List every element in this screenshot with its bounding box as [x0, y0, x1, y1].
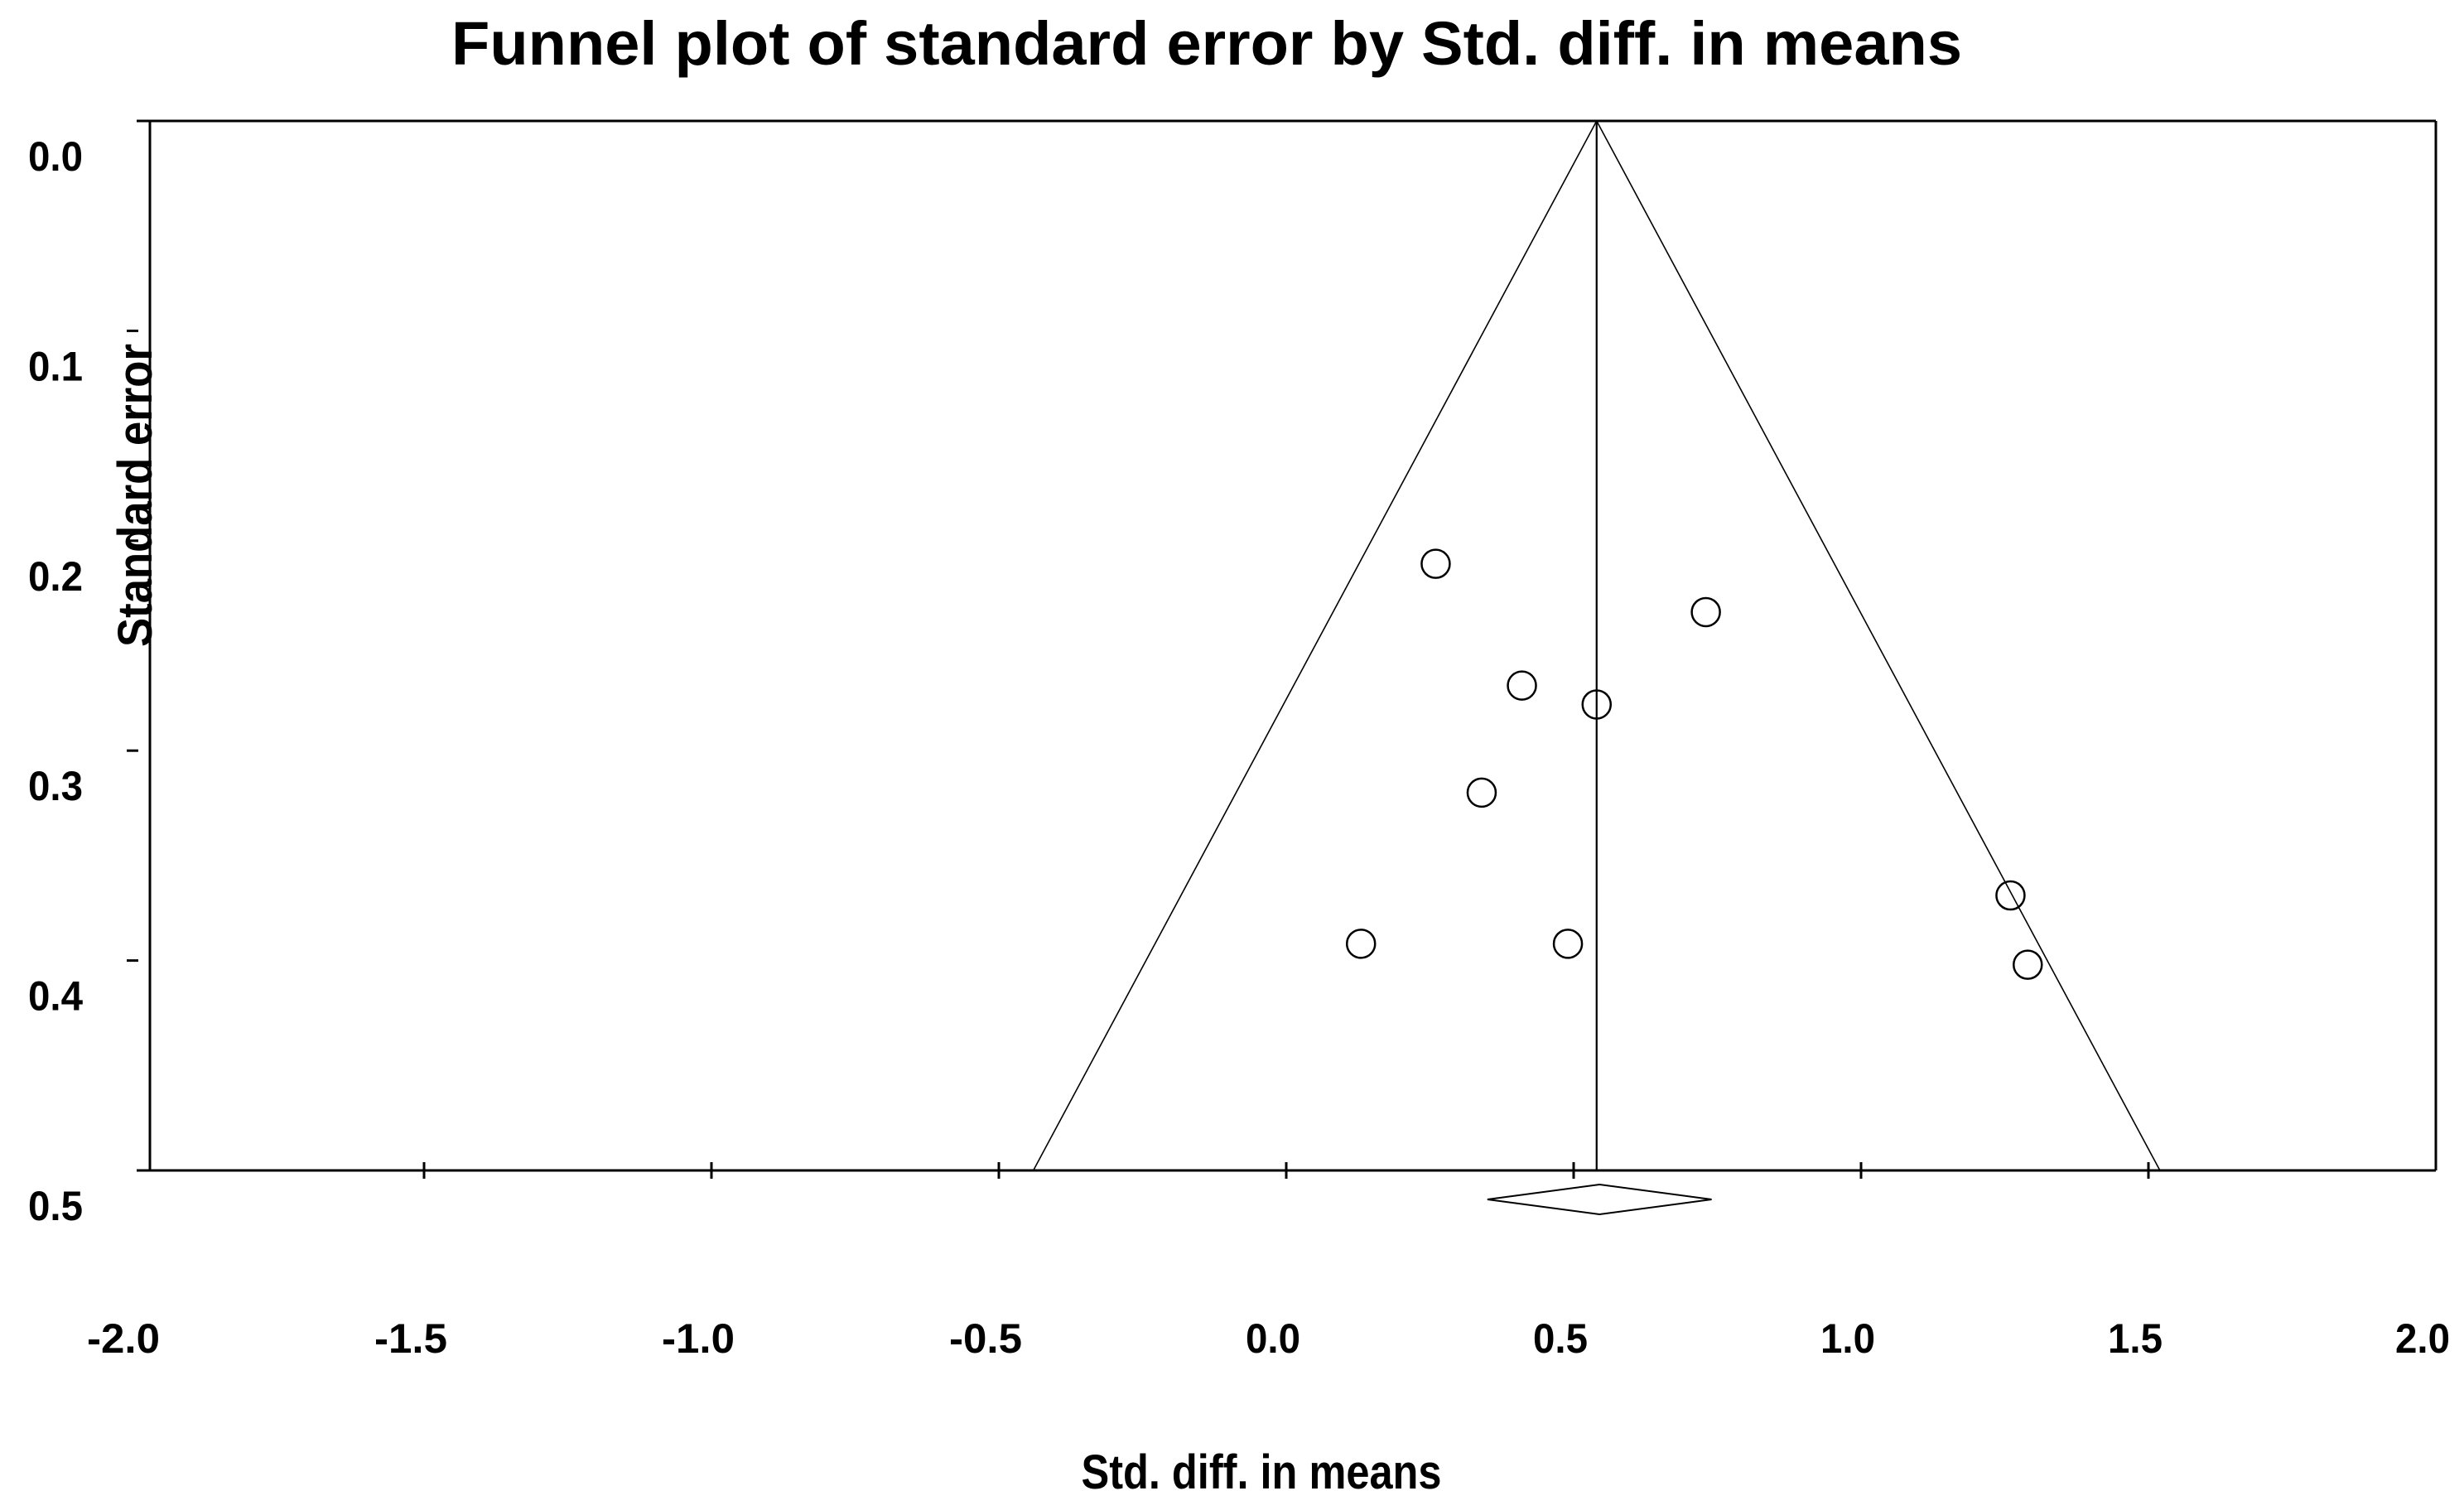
y-tick-label: 0.1: [28, 343, 83, 389]
data-point-circle: [1581, 689, 1613, 720]
data-point-circle: [1466, 777, 1497, 808]
funnel-boundary-left: [1032, 120, 1598, 1171]
x-tick-label: -1.0: [662, 1315, 735, 1362]
x-tick-label: -1.5: [374, 1315, 447, 1362]
x-tick-label: 2.0: [2395, 1315, 2450, 1362]
y-tick-label: 0.3: [28, 763, 83, 809]
data-point-circle: [1552, 929, 1584, 959]
y-tick-label: 0.4: [28, 973, 83, 1020]
x-tick-label: 0.5: [1533, 1315, 1588, 1362]
x-tick-label: 1.0: [1820, 1315, 1875, 1362]
y-axis-title: Standard error: [108, 344, 162, 647]
data-point-circle: [1507, 670, 1537, 701]
x-tick-label: 1.5: [2108, 1315, 2163, 1362]
chart-title: Funnel plot of standard error by Std. di…: [451, 9, 1962, 78]
y-tick-label: 0.2: [28, 553, 83, 600]
data-point-circle: [1420, 548, 1451, 579]
x-tick-label: -2.0: [87, 1315, 160, 1362]
data-point-circle: [2013, 949, 2043, 980]
data-point-circle: [1345, 929, 1377, 959]
y-tick-label: 0.5: [28, 1183, 83, 1229]
y-tick-label: 0.0: [28, 133, 83, 180]
x-axis-title: Std. diff. in means: [1082, 1445, 1442, 1491]
summary-diamond: [1487, 1183, 1712, 1216]
data-point-circle: [1690, 596, 1721, 628]
x-tick-label: -0.5: [949, 1315, 1022, 1362]
x-tick-label: 0.0: [1246, 1315, 1300, 1362]
data-point-circle: [1995, 880, 2026, 911]
funnel-boundary-right: [1596, 120, 2161, 1171]
